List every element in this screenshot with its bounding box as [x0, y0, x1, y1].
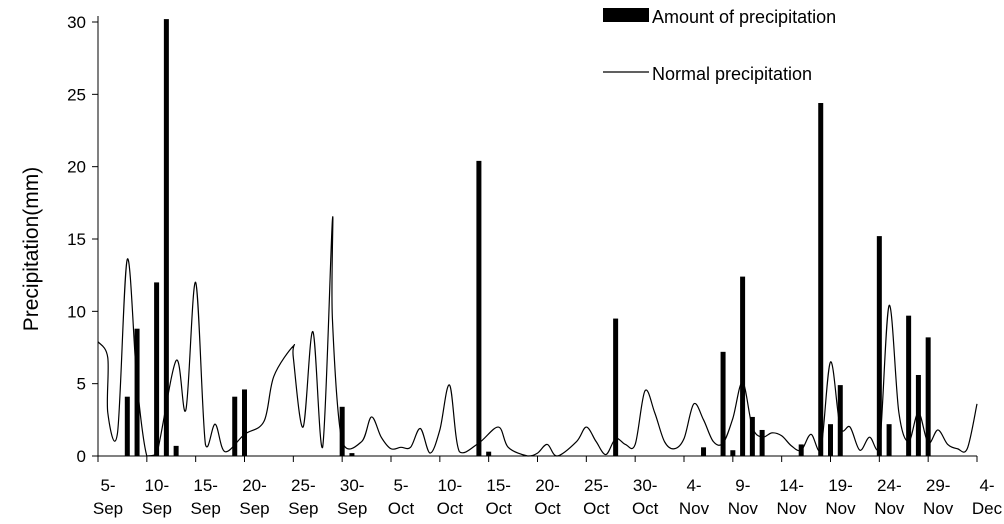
precipitation-bar	[349, 453, 355, 456]
legend: Amount of precipitation Normal precipita…	[603, 7, 836, 84]
y-tick-label: 20	[67, 158, 86, 177]
precipitation-bar	[701, 447, 707, 456]
x-tick-label-month: Sep	[288, 499, 318, 518]
x-tick-label-day: 10-	[438, 476, 463, 495]
normal-precipitation-line	[97, 216, 978, 457]
x-tick-label-month: Nov	[874, 499, 905, 518]
precipitation-bar	[749, 416, 755, 456]
x-tick-label-month: Nov	[679, 499, 710, 518]
precipitation-bar	[886, 424, 892, 456]
y-tick-label: 10	[67, 302, 86, 321]
y-tick-label: 0	[77, 447, 86, 466]
precipitation-bar	[759, 429, 765, 456]
legend-line-label: Normal precipitation	[652, 64, 812, 84]
precipitation-bar	[906, 315, 912, 456]
precipitation-bar	[232, 396, 238, 456]
precipitation-bar	[876, 236, 882, 456]
precipitation-bar	[818, 103, 824, 456]
x-tick-label-day: 4-	[686, 476, 701, 495]
x-tick-label-month: Sep	[239, 499, 269, 518]
bar-series-amount-of-precipitation	[124, 19, 931, 457]
precipitation-bar	[730, 450, 736, 456]
x-tick-label-day: 15-	[193, 476, 218, 495]
x-tick-label-month: Dec	[972, 499, 1003, 518]
y-tick-label: 5	[77, 375, 86, 394]
legend-bar-label: Amount of precipitation	[652, 7, 836, 27]
x-tick-label-month: Oct	[534, 499, 561, 518]
precipitation-bar	[613, 318, 619, 456]
x-tick-label-day: 9-	[735, 476, 750, 495]
x-tick-label-day: 5-	[100, 476, 115, 495]
precipitation-bar	[124, 396, 130, 456]
legend-bar-swatch	[603, 8, 649, 22]
x-tick-label-day: 5-	[393, 476, 408, 495]
precipitation-bar	[925, 337, 931, 456]
x-tick-label-month: Oct	[632, 499, 659, 518]
x-tick-label-day: 29-	[926, 476, 951, 495]
x-tick-label-month: Sep	[93, 499, 123, 518]
y-tick-label: 30	[67, 13, 86, 32]
precipitation-bar	[740, 276, 746, 456]
x-tick-label-month: Sep	[191, 499, 221, 518]
precipitation-bar	[828, 424, 833, 456]
x-tick-label-day: 20-	[535, 476, 560, 495]
precipitation-bar	[242, 389, 247, 456]
x-tick-label-month: Oct	[388, 499, 415, 518]
x-tick-label-month: Oct	[485, 499, 512, 518]
precipitation-bar	[154, 282, 160, 456]
x-tick-label-month: Oct	[583, 499, 610, 518]
line-series-normal-precipitation	[97, 216, 978, 457]
x-tick-label-month: Sep	[337, 499, 367, 518]
x-tick-label-day: 15-	[486, 476, 511, 495]
x-tick-label-day: 30-	[340, 476, 365, 495]
precipitation-bar	[163, 19, 169, 457]
precipitation-bar	[134, 328, 140, 456]
precipitation-bar	[915, 374, 921, 456]
y-tick-label: 15	[67, 230, 86, 249]
x-tick-label-day: 25-	[584, 476, 609, 495]
precipitation-bar	[173, 445, 179, 456]
x-tick-label-day: 24-	[877, 476, 902, 495]
y-axis-label: Precipitation(mm)	[20, 167, 43, 332]
precipitation-bar	[837, 385, 843, 456]
x-tick-label-day: 30-	[633, 476, 658, 495]
x-tick-label-day: 25-	[291, 476, 316, 495]
x-tick-label-month: Oct	[437, 499, 464, 518]
x-tick-label-month: Nov	[777, 499, 808, 518]
precipitation-bar	[476, 160, 482, 456]
x-tick-label-month: Nov	[728, 499, 759, 518]
x-tick-label-day: 14-	[779, 476, 804, 495]
x-tick-label-day: 4-	[979, 476, 994, 495]
x-tick-label-month: Nov	[923, 499, 954, 518]
x-tick-label-month: Sep	[142, 499, 172, 518]
precipitation-bar	[720, 351, 726, 456]
x-tick-label-day: 19-	[828, 476, 853, 495]
y-tick-label: 25	[67, 85, 86, 104]
precipitation-bar	[486, 451, 492, 456]
x-tick-label-day: 20-	[242, 476, 267, 495]
x-tick-label-day: 10-	[145, 476, 170, 495]
x-tick-label-month: Nov	[825, 499, 856, 518]
precipitation-bar	[339, 406, 345, 456]
